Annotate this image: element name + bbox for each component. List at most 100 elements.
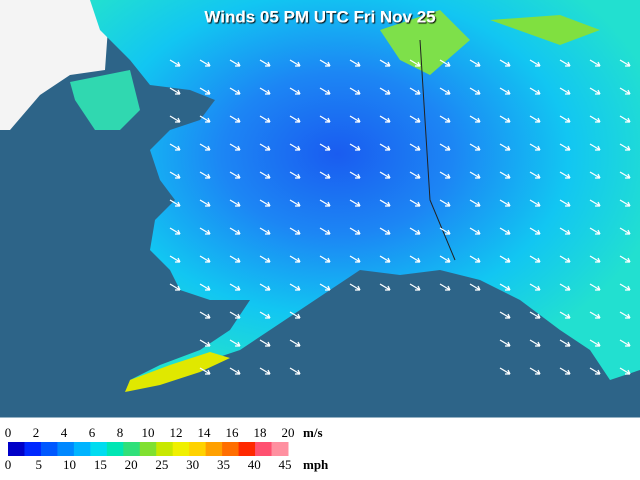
wind-arrow [259, 367, 271, 375]
mph-label: 15 [94, 457, 107, 472]
wind-arrow [529, 339, 541, 347]
wind-arrow [529, 227, 541, 235]
wind-arrow [349, 59, 361, 67]
wind-arrow [199, 227, 211, 235]
wind-arrow [529, 255, 541, 263]
wind-arrow [439, 255, 451, 263]
wind-arrow [499, 143, 511, 151]
wind-arrow [589, 59, 601, 67]
wind-arrow [379, 199, 391, 207]
wind-arrow [619, 339, 631, 347]
wind-arrow [229, 171, 241, 179]
wind-arrow [259, 143, 271, 151]
no-data-land [0, 0, 110, 130]
wind-arrow [289, 339, 301, 347]
wind-arrow [619, 367, 631, 375]
wind-arrow [469, 59, 481, 67]
mph-label: 30 [186, 457, 199, 472]
legend-swatch [40, 442, 58, 456]
wind-arrow [619, 171, 631, 179]
wind-arrow [469, 143, 481, 151]
wind-arrow [259, 255, 271, 263]
wind-arrow [169, 59, 181, 67]
legend-swatch [8, 442, 25, 456]
wind-arrow [229, 199, 241, 207]
legend-swatch [90, 442, 108, 456]
ms-label: 8 [117, 425, 124, 440]
wind-arrow [289, 367, 301, 375]
wind-arrow [199, 255, 211, 263]
ms-unit: m/s [303, 425, 323, 440]
wind-arrow [439, 171, 451, 179]
wind-arrow [529, 367, 541, 375]
wind-arrow [559, 115, 571, 123]
wind-arrow [289, 143, 301, 151]
wind-arrow [559, 87, 571, 95]
wind-arrow [559, 171, 571, 179]
wind-arrow [289, 59, 301, 67]
wind-arrow [499, 311, 511, 319]
wind-arrow [619, 311, 631, 319]
wind-arrow [499, 283, 511, 291]
wind-arrow [499, 171, 511, 179]
mph-label: 25 [155, 457, 168, 472]
wind-arrow [349, 171, 361, 179]
wind-arrow [319, 115, 331, 123]
ms-label: 20 [282, 425, 295, 440]
wind-arrow [169, 255, 181, 263]
seward-peninsula [70, 70, 140, 130]
wind-arrow [469, 171, 481, 179]
wind-arrow [469, 87, 481, 95]
wind-arrow [169, 227, 181, 235]
wind-arrow [379, 283, 391, 291]
wind-arrow [259, 115, 271, 123]
wind-arrow [589, 283, 601, 291]
wind-arrow [469, 227, 481, 235]
wind-arrow [349, 199, 361, 207]
legend-swatch [172, 442, 190, 456]
wind-arrow [169, 283, 181, 291]
legend-swatch [238, 442, 256, 456]
wind-arrow [619, 59, 631, 67]
wind-arrow [439, 227, 451, 235]
wind-arrow [229, 255, 241, 263]
wind-arrow [289, 255, 301, 263]
wind-arrow [589, 171, 601, 179]
wind-arrow [409, 283, 421, 291]
wind-arrow [499, 255, 511, 263]
wind-arrow [439, 199, 451, 207]
wind-arrow [439, 115, 451, 123]
wind-arrow [289, 87, 301, 95]
wind-arrow [319, 171, 331, 179]
ms-label: 14 [198, 425, 212, 440]
wind-arrow [319, 143, 331, 151]
legend-swatch [205, 442, 223, 456]
wind-arrow [379, 255, 391, 263]
wind-arrow [229, 367, 241, 375]
wind-arrow [319, 59, 331, 67]
legend: 0 2 4 6 8 10 12 14 16 18 20 m/s 0 5 10 15 20 25 30 35 40 45 mp… [5, 425, 329, 472]
wind-arrow [469, 115, 481, 123]
wind-arrow [529, 59, 541, 67]
wind-arrow [499, 115, 511, 123]
wind-arrow [349, 143, 361, 151]
wind-arrow [319, 199, 331, 207]
mph-label: 35 [217, 457, 230, 472]
wind-arrow [379, 227, 391, 235]
mph-unit: mph [303, 457, 329, 472]
wind-arrow [379, 87, 391, 95]
ms-label: 12 [170, 425, 183, 440]
wind-arrow [499, 199, 511, 207]
wind-arrow [439, 283, 451, 291]
wind-arrow [409, 227, 421, 235]
wind-arrow [529, 311, 541, 319]
wind-arrow [559, 339, 571, 347]
wind-arrow [529, 199, 541, 207]
wind-arrow [229, 227, 241, 235]
wind-arrow [199, 59, 211, 67]
map-title: Winds 05 PM UTC Fri Nov 25 [204, 7, 435, 26]
wind-arrow [499, 227, 511, 235]
wind-arrow [229, 143, 241, 151]
wind-arrow [349, 227, 361, 235]
north-slope-wind-area [380, 10, 470, 75]
